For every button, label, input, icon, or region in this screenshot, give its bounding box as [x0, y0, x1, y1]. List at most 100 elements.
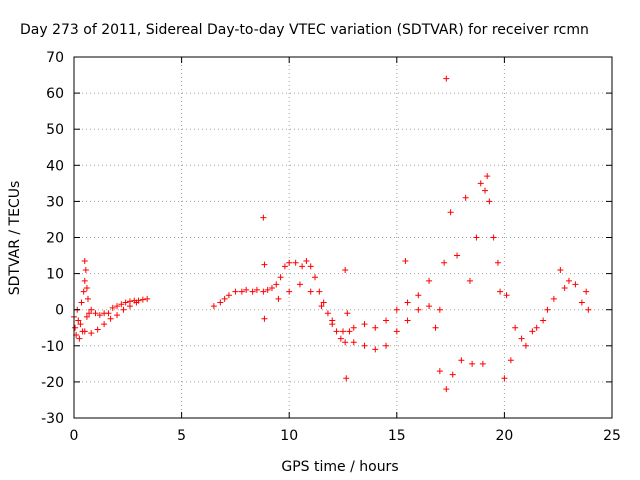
data-point [361, 321, 368, 328]
x-tick-label: 20 [495, 428, 513, 444]
data-point [529, 328, 536, 335]
data-point [275, 295, 282, 302]
data-point [443, 75, 450, 82]
data-point [512, 324, 519, 331]
data-point [77, 321, 84, 328]
data-point [96, 312, 103, 319]
data-point [550, 295, 557, 302]
x-tick-label: 15 [388, 428, 406, 444]
data-point [221, 295, 228, 302]
data-point [501, 375, 508, 382]
data-point [482, 187, 489, 194]
data-point [277, 274, 284, 281]
data-point [466, 277, 473, 284]
data-point [333, 328, 340, 335]
data-point [436, 368, 443, 375]
grid [74, 57, 612, 418]
data-point [88, 306, 95, 313]
data-point [583, 288, 590, 295]
data-point [484, 173, 491, 180]
data-point [260, 214, 267, 221]
data-point [518, 335, 525, 342]
data-point [243, 286, 250, 293]
data-point [316, 288, 323, 295]
data-point [105, 310, 112, 317]
data-point [120, 306, 127, 313]
y-tick-label: 20 [46, 231, 64, 247]
data-point [350, 339, 357, 346]
data-point [343, 375, 350, 382]
data-point [82, 266, 89, 273]
data-point [80, 288, 87, 295]
data-point [225, 292, 232, 299]
data-point [118, 301, 125, 308]
y-tick-label: -30 [41, 411, 64, 427]
data-point [393, 306, 400, 313]
data-point [94, 326, 101, 333]
data-point [83, 285, 90, 292]
data-point [261, 315, 268, 322]
data-point [522, 342, 529, 349]
data-point [337, 335, 344, 342]
data-point [540, 317, 547, 324]
data-point [342, 339, 349, 346]
data-point [303, 257, 310, 264]
data-point [318, 303, 325, 310]
data-point [432, 324, 439, 331]
data-point [361, 342, 368, 349]
x-tick-label: 25 [603, 428, 621, 444]
data-point [92, 310, 99, 317]
data-point [86, 310, 93, 317]
data-point [75, 317, 82, 324]
data-point [469, 360, 476, 367]
data-point [139, 296, 146, 303]
y-tick-label: -20 [41, 375, 64, 391]
data-point [585, 306, 592, 313]
y-tick-label: 30 [46, 194, 64, 210]
data-point [126, 303, 133, 310]
data-point [557, 266, 564, 273]
data-point [307, 288, 314, 295]
data-point [544, 306, 551, 313]
data-point [114, 303, 121, 310]
data-point [458, 357, 465, 364]
data-point [264, 286, 271, 293]
data-point [260, 288, 267, 295]
axis-ticks: 0 5 10 15 20 25 -30 -20 -10 0 10 20 30 40 50 60 70 [41, 50, 621, 444]
y-tick-label: 70 [46, 50, 64, 66]
y-tick-label: 0 [55, 303, 64, 319]
data-point [76, 335, 83, 342]
data-point [340, 328, 346, 335]
data-point [261, 261, 268, 268]
data-point [350, 324, 357, 331]
data-point [320, 299, 327, 306]
data-point [426, 277, 433, 284]
data-point [443, 386, 450, 393]
data-point [109, 304, 116, 311]
x-axis-label: GPS time / hours [281, 459, 398, 475]
data-point [490, 234, 497, 241]
data-point [217, 299, 224, 306]
data-point [81, 277, 88, 284]
data-point [232, 288, 239, 295]
data-point [578, 299, 585, 306]
data-point [372, 346, 379, 353]
data-point [402, 257, 409, 264]
x-tick-label: 10 [280, 428, 298, 444]
data-point [72, 324, 79, 331]
x-tick-label: 0 [70, 428, 79, 444]
data-point [383, 317, 390, 324]
data-point [88, 330, 95, 337]
data-point [441, 259, 448, 266]
data-point [447, 209, 454, 216]
data-point [268, 285, 275, 292]
data-point [281, 263, 288, 270]
x-tick-label: 5 [177, 428, 186, 444]
data-point [507, 357, 514, 364]
data-point [286, 259, 293, 266]
data-point [436, 306, 443, 313]
data-point [81, 328, 88, 335]
data-point [292, 259, 299, 266]
